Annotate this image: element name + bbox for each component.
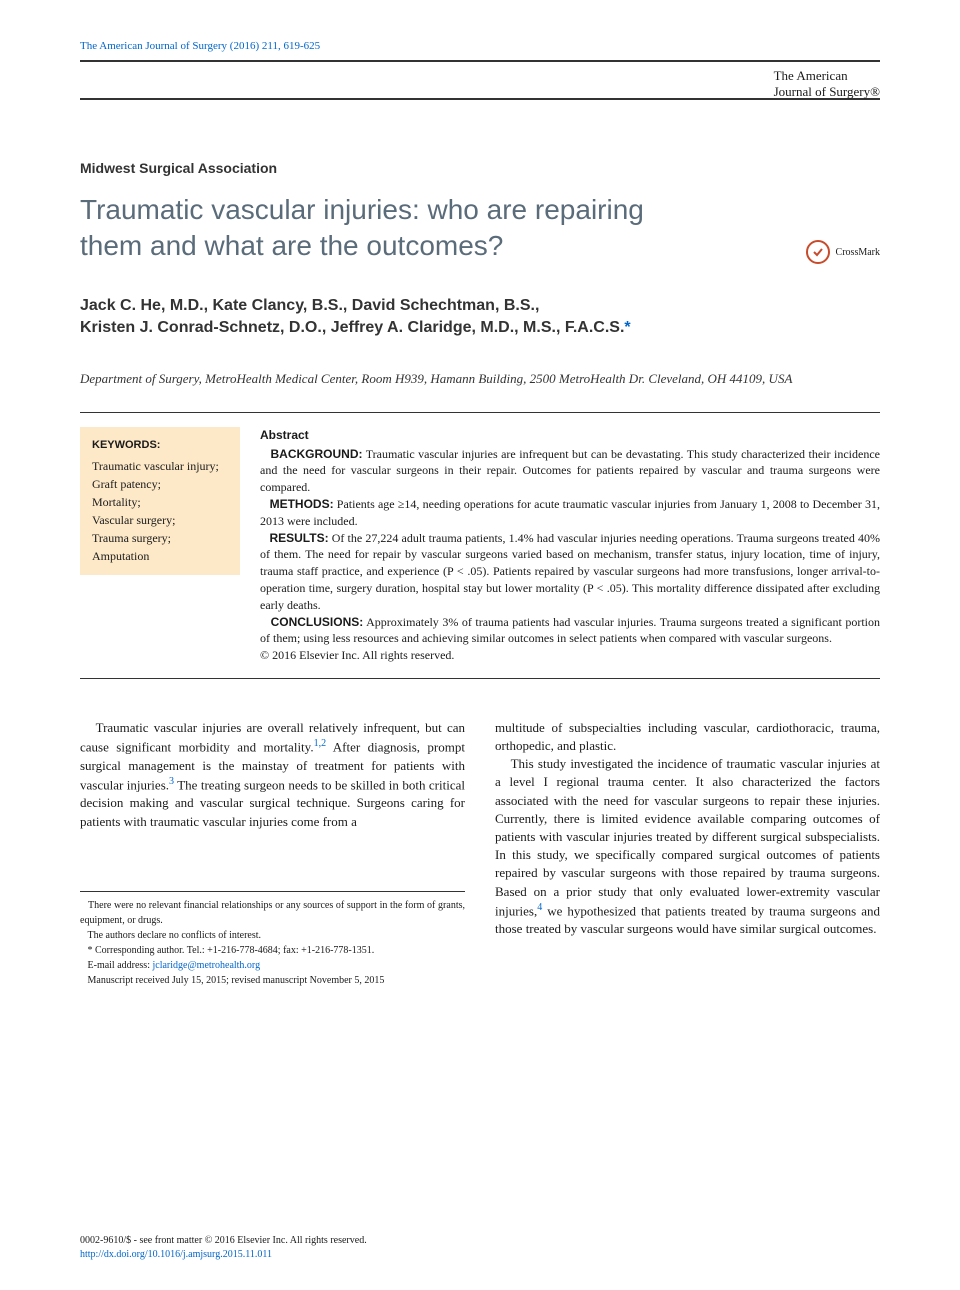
footnote: The authors declare no conflicts of inte…: [80, 928, 465, 943]
results-label: RESULTS:: [269, 531, 328, 545]
methods-label: METHODS:: [270, 497, 334, 511]
abstract-text: Abstract BACKGROUND: Traumatic vascular …: [260, 427, 880, 664]
background-label: BACKGROUND:: [270, 447, 362, 461]
abstract-copyright: © 2016 Elsevier Inc. All rights reserved…: [260, 647, 880, 664]
brand-line-1: The American: [774, 68, 880, 84]
body-paragraph: Traumatic vascular injuries are overall …: [80, 719, 465, 831]
keywords-box: KEYWORDS: Traumatic vascular injury; Gra…: [80, 427, 240, 576]
footnote: * Corresponding author. Tel.: +1-216-778…: [80, 943, 465, 958]
abstract-heading: Abstract: [260, 427, 880, 444]
body-columns: Traumatic vascular injuries are overall …: [80, 719, 880, 988]
keyword-item: Amputation: [92, 547, 228, 565]
body-column-left: Traumatic vascular injuries are overall …: [80, 719, 465, 988]
authors: Jack C. He, M.D., Kate Clancy, B.S., Dav…: [80, 295, 880, 340]
keyword-item: Graft patency;: [92, 475, 228, 493]
article-title: Traumatic vascular injuries: who are rep…: [80, 192, 680, 265]
footer-copyright: 0002-9610/$ - see front matter © 2016 El…: [80, 1234, 367, 1248]
abstract-background: BACKGROUND: Traumatic vascular injuries …: [260, 446, 880, 496]
brand-line-2: Journal of Surgery®: [774, 84, 880, 100]
body-paragraph: This study investigated the incidence of…: [495, 755, 880, 938]
methods-text: Patients age ≥14, needing operations for…: [260, 497, 880, 528]
page-footer: 0002-9610/$ - see front matter © 2016 El…: [80, 1234, 367, 1262]
crossmark-label: CrossMark: [836, 247, 880, 258]
crossmark-badge[interactable]: CrossMark: [806, 240, 880, 264]
citation-ref[interactable]: 1,2: [314, 738, 327, 749]
footnote: Manuscript received July 15, 2015; revis…: [80, 973, 465, 988]
keyword-item: Trauma surgery;: [92, 529, 228, 547]
doi-link[interactable]: http://dx.doi.org/10.1016/j.amjsurg.2015…: [80, 1248, 367, 1262]
journal-citation: The American Journal of Surgery (2016) 2…: [80, 40, 880, 52]
body-text: we hypothesized that patients treated by…: [495, 903, 880, 936]
footnote: E-mail address: jclaridge@metrohealth.or…: [80, 958, 465, 973]
corresponding-asterisk: *: [624, 319, 630, 336]
abstract-results: RESULTS: Of the 27,224 adult trauma pati…: [260, 530, 880, 614]
body-paragraph: multitude of subspecialties including va…: [495, 719, 880, 755]
affiliation: Department of Surgery, MetroHealth Medic…: [80, 370, 880, 388]
body-column-right: multitude of subspecialties including va…: [495, 719, 880, 988]
authors-line-2: Kristen J. Conrad-Schnetz, D.O., Jeffrey…: [80, 319, 624, 336]
abstract-conclusions: CONCLUSIONS: Approximately 3% of trauma …: [260, 614, 880, 648]
keywords-heading: KEYWORDS:: [92, 437, 228, 454]
keyword-item: Traumatic vascular injury;: [92, 457, 228, 475]
authors-line-1: Jack C. He, M.D., Kate Clancy, B.S., Dav…: [80, 297, 539, 314]
results-text: Of the 27,224 adult trauma patients, 1.4…: [260, 531, 880, 612]
abstract-methods: METHODS: Patients age ≥14, needing opera…: [260, 496, 880, 530]
crossmark-icon: [806, 240, 830, 264]
body-text: This study investigated the incidence of…: [495, 756, 880, 918]
conclusions-label: CONCLUSIONS:: [271, 615, 364, 629]
journal-brand: The American Journal of Surgery®: [774, 68, 880, 101]
footnote: There were no relevant financial relatio…: [80, 898, 465, 928]
keyword-item: Vascular surgery;: [92, 511, 228, 529]
section-label: Midwest Surgical Association: [80, 160, 880, 176]
footnotes: There were no relevant financial relatio…: [80, 891, 465, 988]
keyword-item: Mortality;: [92, 493, 228, 511]
abstract-block: KEYWORDS: Traumatic vascular injury; Gra…: [80, 412, 880, 679]
email-link[interactable]: jclaridge@metrohealth.org: [152, 960, 260, 971]
header-rule: The American Journal of Surgery®: [80, 60, 880, 100]
